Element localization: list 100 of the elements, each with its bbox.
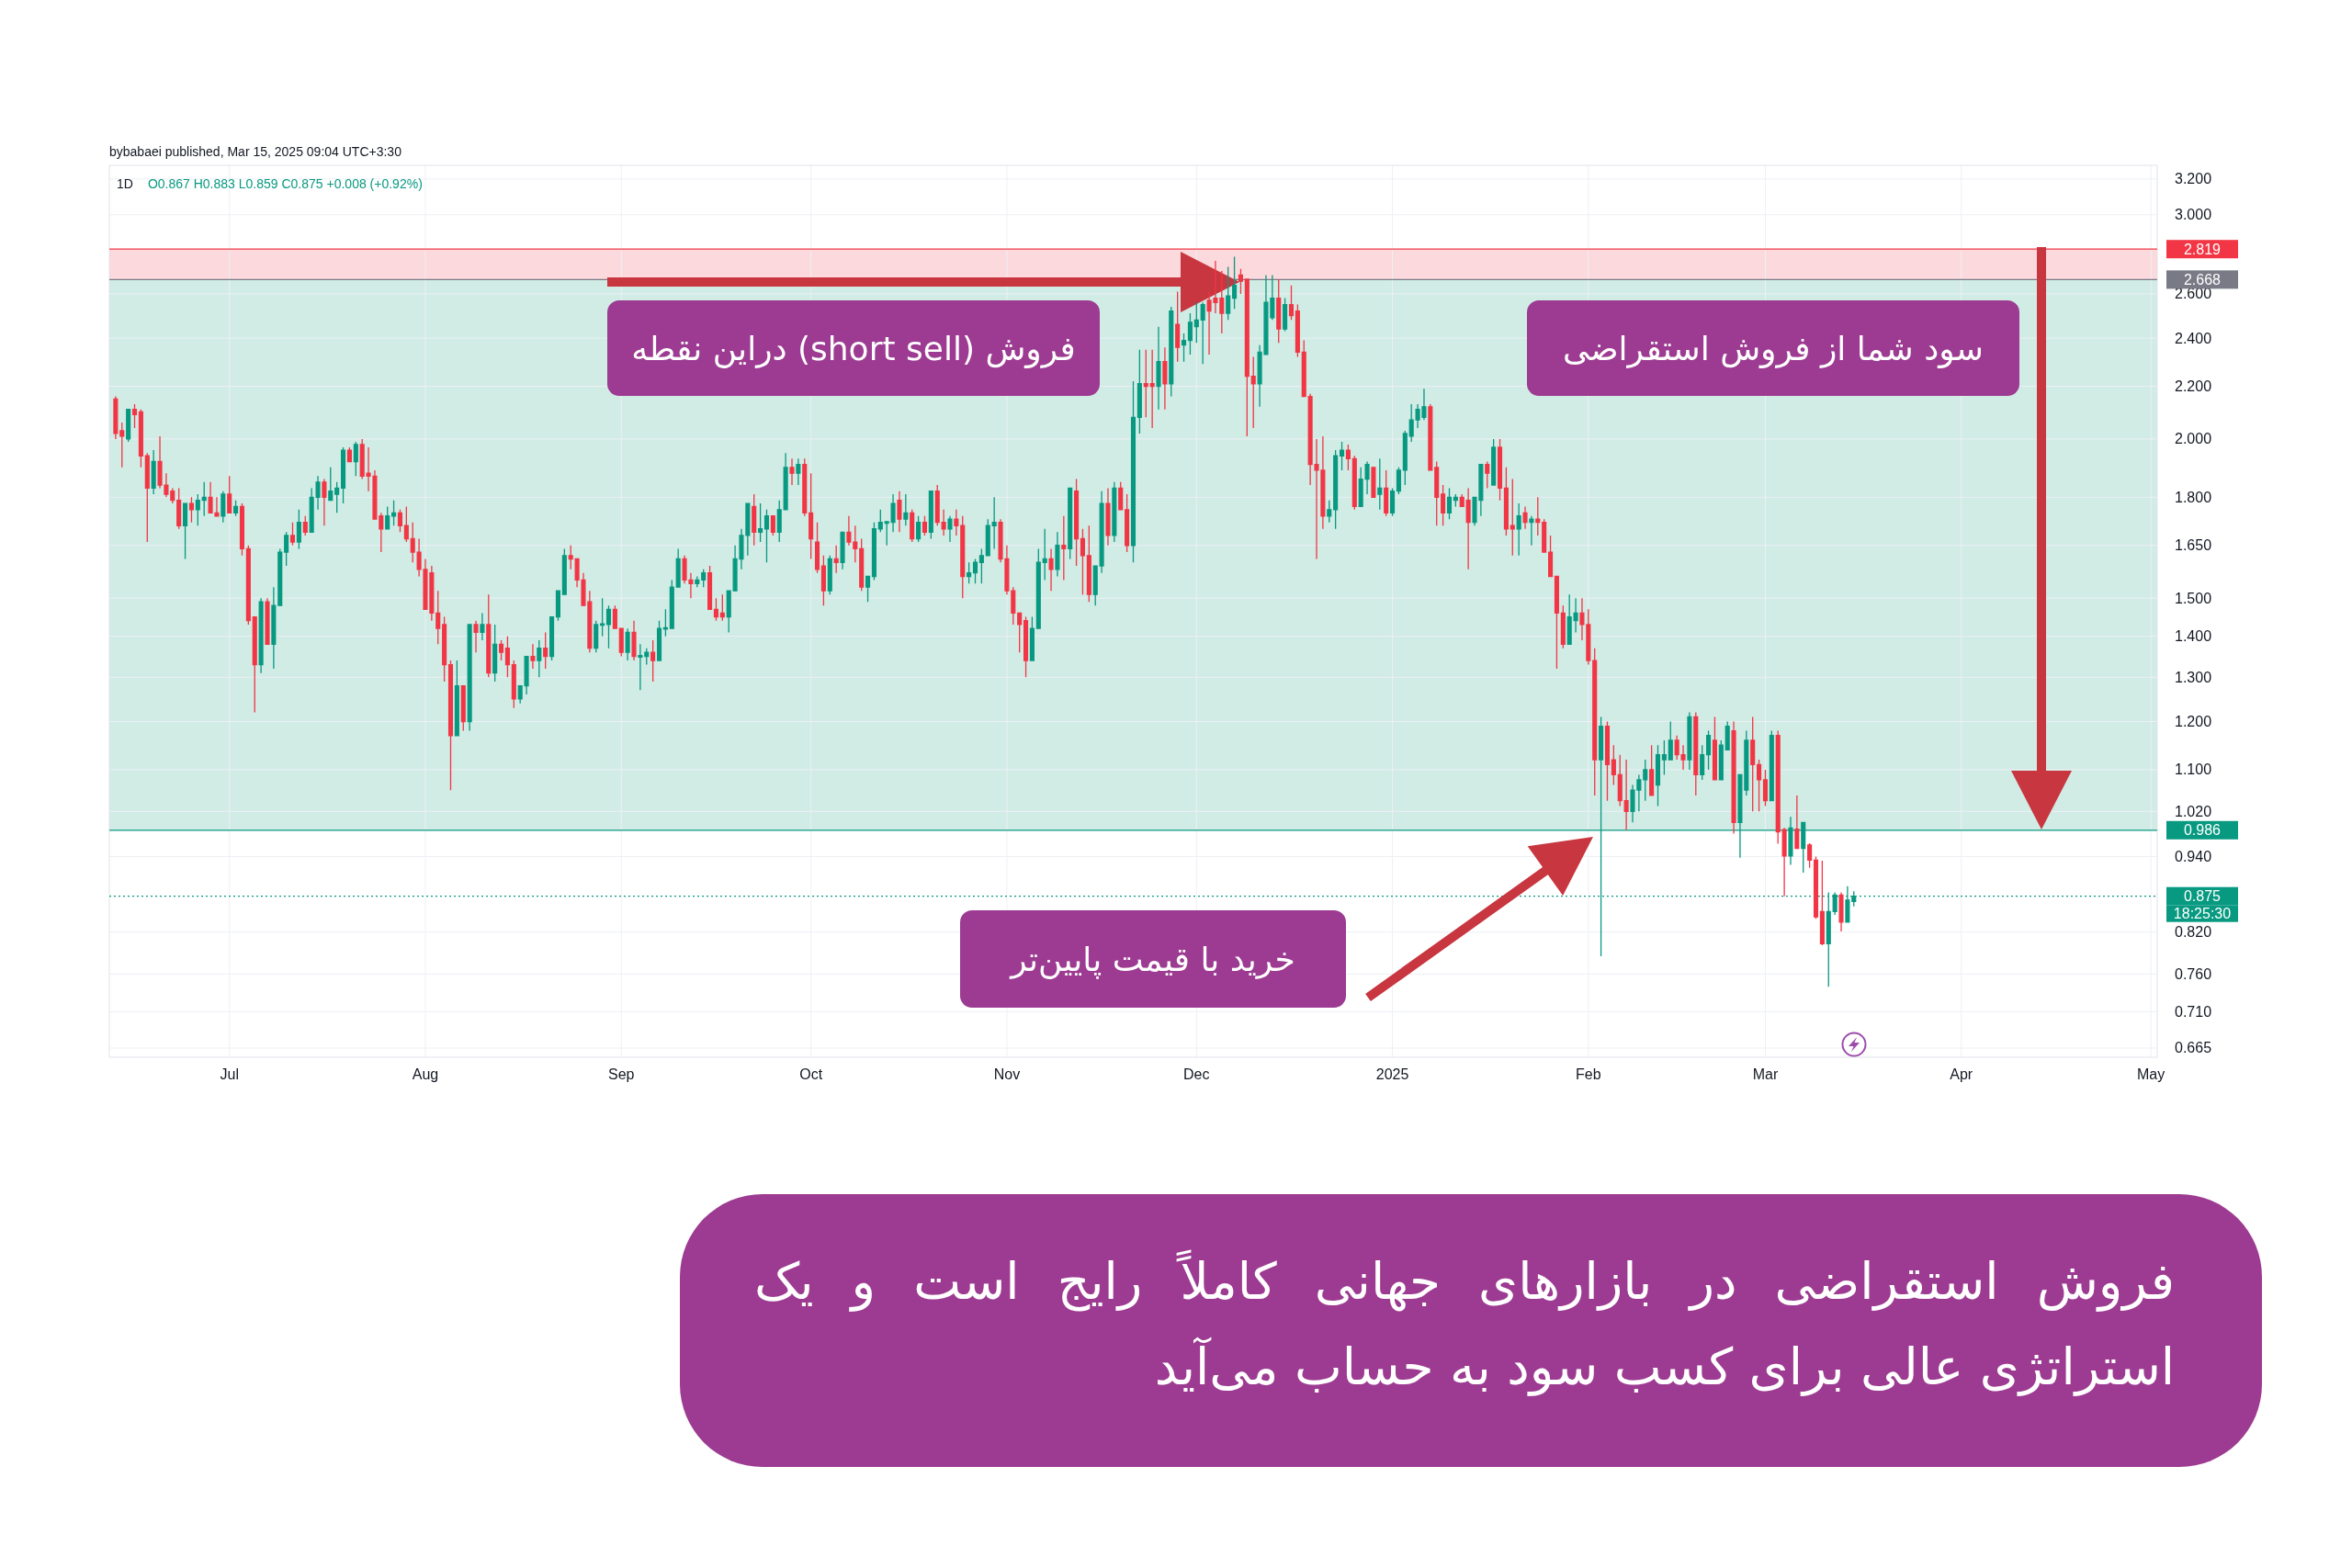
candlestick	[947, 515, 953, 543]
text: فروش استقراضی در بازارهای جهانی کاملاً رایج است و یک استراتژی عالی برای کسب سود به حساب می‌آید	[754, 1248, 2175, 1398]
candlestick	[1497, 438, 1503, 502]
candlestick	[776, 500, 782, 543]
candlestick	[1441, 484, 1446, 526]
candlestick	[1649, 744, 1655, 796]
candlestick	[296, 509, 301, 550]
candlestick	[1485, 460, 1490, 490]
candlestick	[1655, 744, 1661, 807]
x-tick-label: May	[2137, 1066, 2165, 1082]
x-tick-label: 2025	[1375, 1066, 1409, 1082]
candlestick	[1794, 795, 1800, 850]
candlestick	[568, 545, 573, 570]
candlestick	[126, 409, 131, 443]
candlestick	[1219, 270, 1225, 334]
candlestick	[1017, 612, 1023, 653]
y-tick-label: 1.800	[2175, 489, 2212, 505]
y-tick-label: 1.200	[2175, 714, 2212, 729]
candlestick	[1510, 478, 1515, 557]
candlestick	[524, 655, 529, 695]
candlestick	[1535, 496, 1541, 536]
candlestick	[170, 487, 175, 504]
candlestick	[289, 522, 296, 547]
candlestick	[650, 639, 656, 682]
candlestick	[662, 608, 668, 637]
candlestick	[922, 515, 928, 536]
candlestick	[537, 639, 542, 678]
y-tick-label: 0.710	[2175, 1004, 2212, 1021]
candlestick	[814, 522, 820, 574]
candlestick	[897, 491, 902, 533]
candlestick	[1522, 505, 1528, 530]
candlestick	[271, 586, 277, 670]
y-tick-label: 3.000	[2175, 207, 2212, 223]
candlestick	[1244, 278, 1250, 437]
candlestick	[1048, 547, 1054, 592]
y-tick-label: 1.100	[2175, 761, 2212, 778]
candlestick	[176, 487, 182, 530]
candlestick	[1327, 500, 1332, 524]
candlestick	[1029, 615, 1035, 661]
candlestick	[1162, 346, 1168, 411]
candlestick	[517, 684, 523, 705]
candlestick	[865, 575, 871, 603]
candlestick	[656, 620, 662, 661]
candlestick	[726, 590, 731, 634]
candlestick	[144, 452, 150, 543]
candlestick	[302, 515, 308, 536]
candlestick	[397, 509, 403, 533]
candlestick	[1143, 349, 1148, 418]
candlestick	[334, 481, 340, 513]
candlestick	[1554, 575, 1559, 670]
candlestick	[530, 643, 536, 670]
candlestick	[131, 403, 138, 429]
candlestick	[1819, 860, 1825, 946]
candlestick	[770, 515, 775, 536]
candlestick	[1623, 759, 1629, 830]
candlestick	[978, 547, 984, 584]
candlestick	[151, 449, 156, 495]
candlestick	[1434, 460, 1440, 526]
candlestick	[701, 569, 707, 588]
candlestick	[1238, 268, 1243, 295]
candlestick	[1092, 565, 1098, 606]
candlestick	[1276, 278, 1282, 344]
candlestick	[265, 597, 270, 645]
candlestick	[227, 475, 232, 513]
y-tick-label: 1.400	[2175, 628, 2212, 645]
candlestick	[1750, 716, 1756, 813]
candlestick	[1838, 891, 1844, 932]
candlestick	[903, 493, 909, 526]
candlestick	[1566, 593, 1572, 645]
candlestick	[1149, 349, 1155, 429]
candlestick	[713, 597, 718, 622]
y-tick-label: 0.760	[2175, 966, 2212, 983]
candlestick	[884, 521, 889, 547]
y-tick-label: 2.400	[2175, 330, 2212, 346]
candlestick	[1491, 438, 1497, 486]
candlestick	[561, 547, 567, 595]
y-tick-label: 2.200	[2175, 378, 2212, 394]
candlestick	[1345, 444, 1351, 471]
candlestick	[403, 505, 409, 543]
candlestick	[1700, 744, 1705, 781]
candlestick	[1744, 729, 1749, 796]
candlestick	[220, 491, 226, 524]
candlestick	[1061, 515, 1067, 581]
candlestick	[846, 515, 852, 547]
candlestick	[1023, 615, 1029, 678]
text: bybabaei published, Mar 15, 2025 09:04 UTC+3:30	[109, 144, 402, 159]
candlestick	[1187, 312, 1193, 355]
candlestick	[1288, 285, 1295, 321]
candlestick	[1408, 403, 1414, 443]
candlestick	[1156, 326, 1161, 411]
y-tick-label: 1.500	[2175, 590, 2212, 606]
candlestick	[1611, 744, 1616, 786]
candlestick	[1661, 739, 1667, 776]
y-tick-label: 1.650	[2175, 537, 2212, 554]
candlestick	[972, 558, 978, 584]
text: 18:25:30	[2173, 906, 2232, 922]
candlestick	[763, 509, 770, 563]
candlestick	[1377, 457, 1383, 511]
candlestick	[1643, 759, 1648, 802]
candlestick	[916, 515, 922, 543]
